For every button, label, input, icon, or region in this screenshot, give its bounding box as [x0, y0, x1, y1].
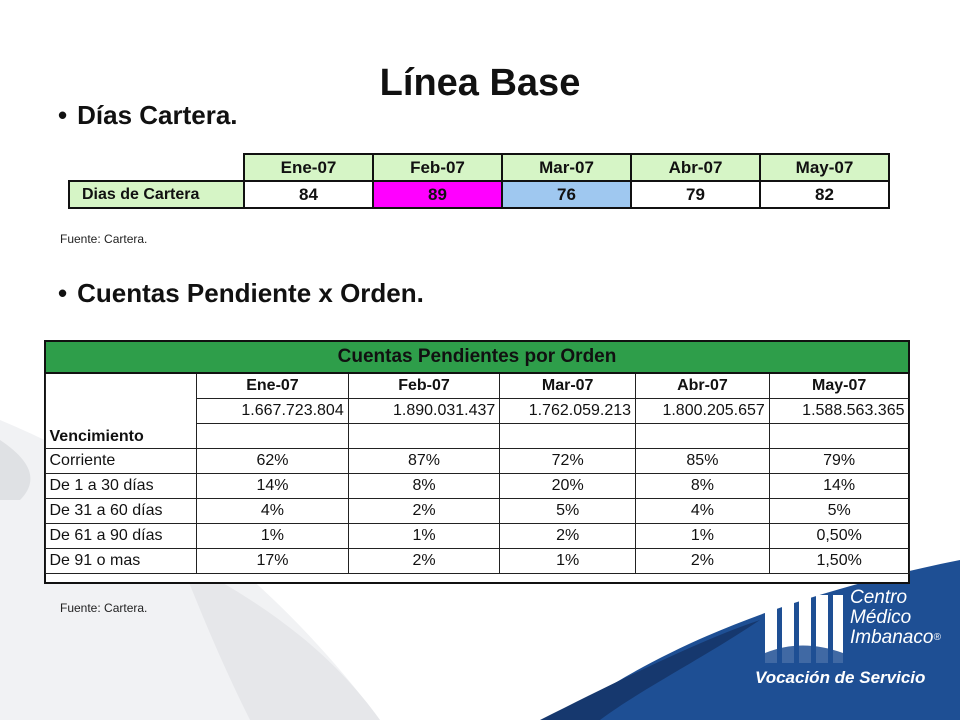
pct-cell: 4% [196, 498, 349, 524]
value-cell-highlight: 76 [501, 180, 632, 209]
row-label: Dias de Cartera [68, 180, 245, 209]
table-row: Corriente 62% 87% 72% 85% 79% [44, 448, 910, 474]
table-row: De 31 a 60 días 4% 2% 5% 4% 5% [44, 498, 910, 524]
logo-line-with-mark: Imbanaco® [850, 628, 941, 648]
pct-cell: 4% [635, 498, 770, 524]
pct-cell: 2% [347, 498, 501, 524]
table-header-row: Vencimiento Ene-07 Feb-07 Mar-07 Abr-07 … [44, 372, 910, 449]
logo-tagline: Vocación de Servicio [755, 668, 926, 687]
pct-cell: 87% [347, 448, 501, 474]
table-row: De 61 a 90 días 1% 1% 2% 1% 0,50% [44, 523, 910, 549]
brand-logo: Centro Médico Imbanaco® Vocación de Serv… [560, 580, 960, 720]
table-row: Dias de Cartera 84 89 76 79 82 [68, 180, 890, 209]
row-label: De 1 a 30 días [44, 473, 198, 499]
value-cell: 82 [759, 180, 890, 209]
row-label: De 61 a 90 días [44, 523, 198, 549]
table-row: De 1 a 30 días 14% 8% 20% 8% 14% [44, 473, 910, 499]
total-cell: 1.890.031.437 [347, 398, 501, 424]
row-label: De 91 o mas [44, 548, 198, 574]
row-label: De 31 a 60 días [44, 498, 198, 524]
source-note: Fuente: Cartera. [60, 232, 148, 246]
month-header: Ene-07 [196, 372, 349, 399]
pct-cell: 72% [499, 448, 637, 474]
source-note: Fuente: Cartera. [60, 601, 148, 615]
pct-cell: 8% [347, 473, 501, 499]
empty-cell [196, 423, 349, 449]
pct-cell: 0,50% [768, 523, 910, 549]
empty-cell [69, 154, 245, 182]
logo-line: Imbanaco [850, 627, 934, 648]
pct-cell: 1% [499, 548, 637, 574]
pct-cell: 14% [768, 473, 910, 499]
empty-cell [347, 423, 501, 449]
bullet-dias-cartera: • Días Cartera. [58, 100, 238, 131]
pct-cell: 62% [196, 448, 349, 474]
value-cell-highlight: 89 [372, 180, 503, 209]
total-cell: 1.588.563.365 [768, 398, 910, 424]
logo-line: Centro [850, 587, 908, 608]
pct-cell: 1% [196, 523, 349, 549]
pct-cell: 1% [635, 523, 770, 549]
empty-cell [635, 423, 770, 449]
month-header: Abr-07 [635, 372, 770, 399]
table-title: Cuentas Pendientes por Orden [44, 340, 910, 374]
empty-cell [768, 423, 910, 449]
bullet-cuentas-pendientes: • Cuentas Pendiente x Orden. [58, 278, 424, 309]
month-header: Abr-07 [630, 153, 761, 182]
pct-cell: 17% [196, 548, 349, 574]
logo-stripes-icon [765, 595, 843, 663]
total-cell: 1.667.723.804 [196, 398, 349, 424]
value-cell: 79 [630, 180, 761, 209]
bullet-marker: • [58, 278, 68, 308]
pct-cell: 79% [768, 448, 910, 474]
total-cell: 1.762.059.213 [499, 398, 637, 424]
pct-cell: 20% [499, 473, 637, 499]
pct-cell: 2% [635, 548, 770, 574]
logo-wordmark: Centro Médico Imbanaco® [850, 588, 941, 648]
logo-line: Médico [850, 607, 912, 628]
pct-cell: 5% [499, 498, 637, 524]
pct-cell: 1% [347, 523, 501, 549]
row-header: Vencimiento [44, 372, 198, 449]
month-header: May-07 [768, 372, 910, 399]
pct-cell: 14% [196, 473, 349, 499]
table-banner-row: Cuentas Pendientes por Orden [44, 340, 910, 374]
empty-cell [499, 423, 637, 449]
pct-cell: 2% [347, 548, 501, 574]
bullet-text: Cuentas Pendiente x Orden. [77, 278, 424, 308]
empty-row [45, 423, 910, 449]
cuentas-pendientes-table: Cuentas Pendientes por Orden Vencimiento… [44, 340, 910, 574]
pct-cell: 1,50% [768, 548, 910, 574]
month-header: Ene-07 [243, 153, 374, 182]
bullet-marker: • [58, 100, 68, 130]
month-header: Feb-07 [372, 153, 503, 182]
table-row: De 91 o mas 17% 2% 1% 2% 1,50% [44, 548, 910, 574]
pct-cell: 2% [499, 523, 637, 549]
total-cell: 1.800.205.657 [635, 398, 770, 424]
month-header: Mar-07 [501, 153, 632, 182]
pct-cell: 8% [635, 473, 770, 499]
value-cell: 84 [243, 180, 374, 209]
slide-title: Línea Base [379, 62, 581, 104]
month-header: Mar-07 [499, 372, 637, 399]
bullet-text: Días Cartera. [77, 100, 238, 130]
row-label: Corriente [44, 448, 198, 474]
month-header: Feb-07 [347, 372, 501, 399]
pct-cell: 5% [768, 498, 910, 524]
pct-cell: 85% [635, 448, 770, 474]
registered-mark: ® [933, 632, 941, 643]
table-header-row: Ene-07 Feb-07 Mar-07 Abr-07 May-07 [69, 153, 890, 182]
month-header: May-07 [759, 153, 890, 182]
dias-cartera-table: Ene-07 Feb-07 Mar-07 Abr-07 May-07 Dias … [68, 153, 890, 209]
